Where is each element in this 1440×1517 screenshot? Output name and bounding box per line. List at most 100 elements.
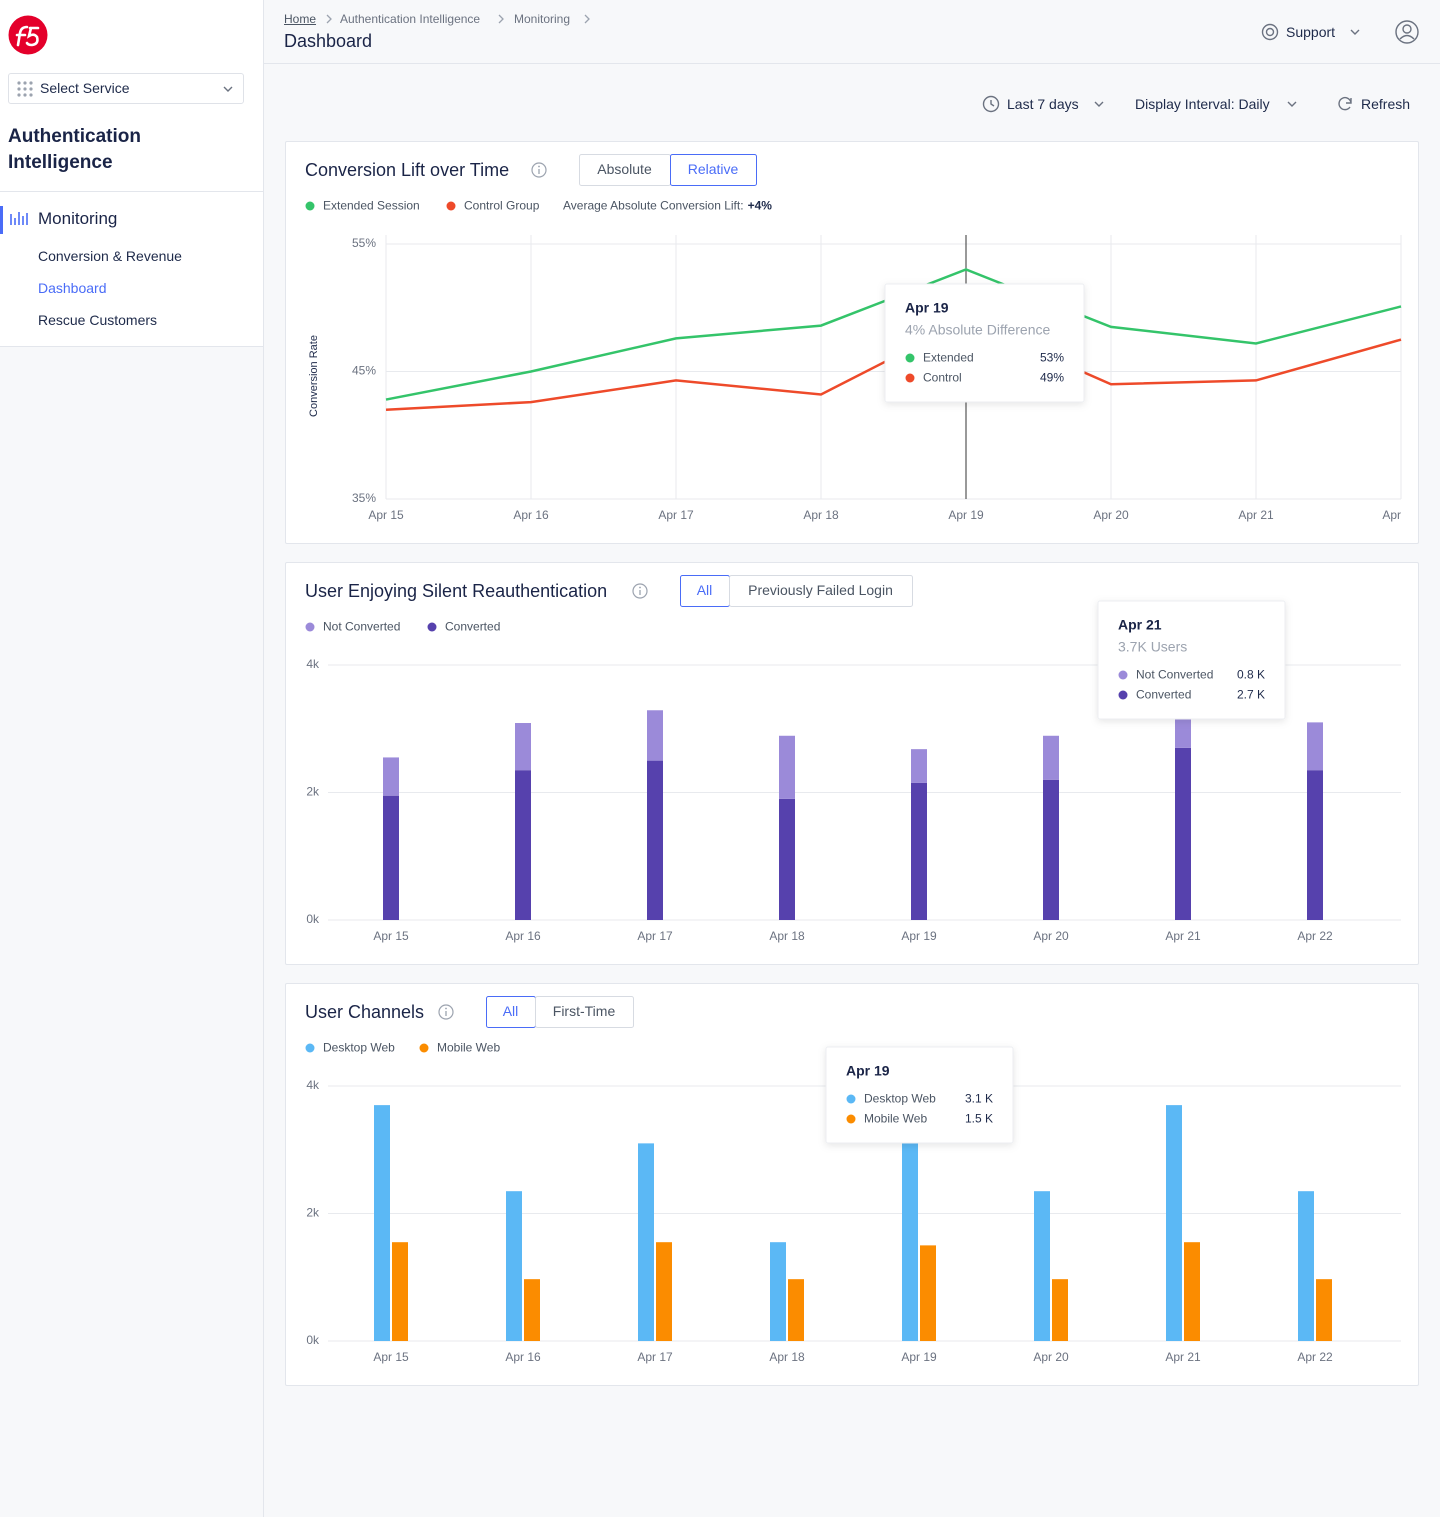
- toggle-label[interactable]: All: [503, 1003, 519, 1019]
- info-icon: [438, 1004, 454, 1020]
- grid-icon: [17, 81, 33, 97]
- support-link[interactable]: Support: [1286, 24, 1336, 40]
- chart-title: User Channels: [305, 1002, 424, 1022]
- tooltip-subtitle: 4% Absolute Difference: [905, 322, 1050, 338]
- support-icon: [1261, 23, 1279, 41]
- tooltip-dot: [1118, 690, 1128, 700]
- chart-title: Conversion Lift over Time: [305, 160, 509, 180]
- x-tick-label: Apr 18: [769, 929, 805, 943]
- x-tick-label: Apr 17: [658, 508, 694, 522]
- toggle-button[interactable]: [535, 996, 634, 1028]
- nav-item-active[interactable]: Dashboard: [38, 280, 107, 296]
- x-tick-label: Apr 22: [1297, 1350, 1333, 1364]
- nav-item[interactable]: Rescue Customers: [38, 312, 158, 328]
- toggle-button[interactable]: [729, 575, 913, 607]
- x-tick-label: Apr 17: [637, 929, 673, 943]
- bar: [374, 1105, 390, 1341]
- tooltip-dot: [905, 373, 915, 383]
- bar-segment: [647, 760, 663, 920]
- chevron: [1287, 101, 1297, 107]
- tooltip-dot: [905, 353, 915, 363]
- tooltip-label: Control: [923, 371, 962, 385]
- toggle-label[interactable]: Relative: [688, 161, 739, 177]
- x-tick-label: Apr: [1382, 508, 1401, 522]
- tooltip-label: Not Converted: [1136, 668, 1213, 682]
- refresh-icon: [1338, 97, 1352, 111]
- refresh-button[interactable]: Refresh: [1361, 96, 1411, 112]
- crumb-sep: [498, 14, 504, 24]
- toggle-label[interactable]: Previously Failed Login: [748, 582, 893, 598]
- bar-segment: [647, 710, 663, 761]
- divider: [0, 191, 263, 192]
- tooltip-label: Mobile Web: [864, 1112, 927, 1126]
- breadcrumb-link[interactable]: Monitoring: [514, 12, 571, 26]
- tooltip-value: 0.8 K: [1237, 668, 1265, 682]
- bar-segment: [515, 770, 531, 920]
- toggle-button[interactable]: [670, 154, 757, 186]
- service-select[interactable]: Select Service: [8, 73, 244, 104]
- toggle-label[interactable]: All: [697, 582, 713, 598]
- interval-select[interactable]: Display Interval: Daily: [1135, 96, 1270, 112]
- info-icon-dot: [639, 586, 641, 589]
- bar: [1034, 1191, 1050, 1341]
- toggle-label[interactable]: Absolute: [597, 161, 652, 177]
- legend-dot: [305, 622, 315, 632]
- nav-item[interactable]: Conversion & Revenue: [38, 248, 182, 264]
- crumb-sep: [326, 14, 332, 24]
- bar: [1316, 1279, 1332, 1341]
- bar-segment: [779, 735, 795, 799]
- x-tick-label: Apr 21: [1165, 1350, 1201, 1364]
- x-tick-label: Apr 20: [1093, 508, 1129, 522]
- logo: [8, 15, 48, 55]
- bar: [1298, 1191, 1314, 1341]
- legend-dot: [446, 201, 456, 211]
- x-tick-label: Apr 20: [1033, 929, 1069, 943]
- date-range[interactable]: Last 7 days: [1007, 96, 1079, 112]
- tooltip-value: 2.7 K: [1237, 688, 1265, 702]
- x-tick-label: Apr 21: [1165, 929, 1201, 943]
- tooltip-value: 1.5 K: [965, 1112, 993, 1126]
- x-tick-label: Apr 15: [373, 1350, 409, 1364]
- breadcrumb-link[interactable]: Home: [284, 12, 317, 26]
- tooltip-value: 53%: [1040, 351, 1064, 365]
- x-tick-label: Apr 18: [769, 1350, 805, 1364]
- bar-segment: [911, 749, 927, 783]
- breadcrumb-link[interactable]: Authentication Intelligence: [340, 12, 481, 26]
- bar-segment: [1307, 770, 1323, 920]
- bar: [1052, 1279, 1068, 1341]
- page-title: Dashboard: [284, 31, 373, 51]
- legend-dot: [427, 622, 437, 632]
- legend-label: Mobile Web: [437, 1041, 500, 1055]
- chart-card: User Enjoying Silent Reauthentication All…: [285, 562, 1419, 965]
- tooltip-dot: [1118, 670, 1128, 680]
- user-avatar[interactable]: [1395, 20, 1419, 44]
- chart: Conversion Lift over Time Absolute Relativ…: [305, 154, 1402, 522]
- bar-segment: [383, 795, 399, 920]
- y-tick-label: 0k: [306, 912, 320, 926]
- sidebar-top: [0, 0, 263, 347]
- tooltip-label: Extended: [923, 351, 974, 365]
- nav-section[interactable]: Monitoring: [38, 209, 118, 228]
- tooltip-box: [825, 1046, 1014, 1144]
- bar: [788, 1279, 804, 1341]
- bar: [638, 1143, 654, 1341]
- bar: [506, 1191, 522, 1341]
- monitoring-icon: [10, 212, 28, 225]
- x-tick-label: Apr 19: [948, 508, 984, 522]
- bar-segment: [1043, 779, 1059, 920]
- bar: [1184, 1242, 1200, 1341]
- x-tick-label: Apr 16: [505, 1350, 541, 1364]
- y-tick-label: 55%: [352, 236, 376, 250]
- y-tick-label: 45%: [352, 364, 376, 378]
- legend-dot: [419, 1043, 429, 1053]
- tooltip-value: 3.1 K: [965, 1092, 993, 1106]
- info-icon: [531, 162, 547, 178]
- x-tick-label: Apr 19: [901, 1350, 937, 1364]
- tooltip-box: [884, 283, 1085, 403]
- active-indicator: [0, 206, 3, 234]
- legend-label: Extended Session: [323, 199, 420, 213]
- clock-icon: [982, 95, 1000, 113]
- toggle-label[interactable]: First-Time: [553, 1003, 616, 1019]
- bar-segment: [515, 723, 531, 771]
